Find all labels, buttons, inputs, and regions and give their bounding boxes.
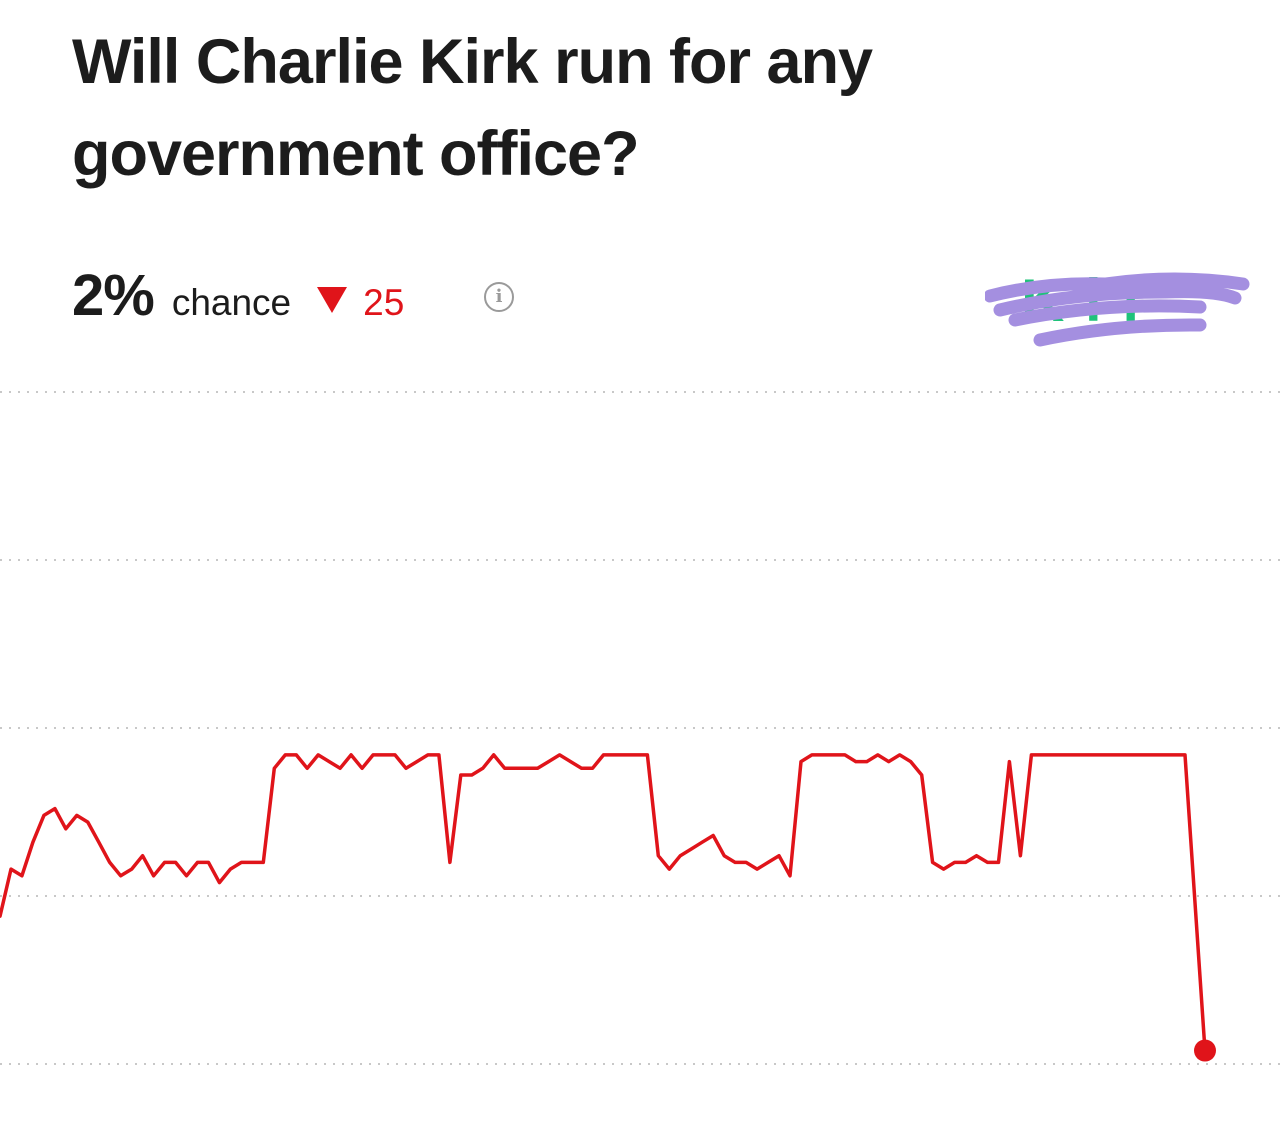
down-triangle-icon (317, 287, 348, 313)
probability-value: 2% (72, 263, 155, 328)
market-stats: 2% chance 25 (72, 262, 404, 332)
chance-label: chance (171, 282, 292, 323)
price-chart (0, 391, 1280, 1065)
chart-gridlines (0, 391, 1280, 1065)
current-value-dot[interactable] (1194, 1039, 1216, 1062)
info-icon[interactable]: i (484, 282, 514, 312)
series-line (0, 753, 1207, 1053)
market-title: Will Charlie Kirk run for any government… (72, 27, 873, 189)
change-value: 25 (363, 282, 405, 323)
redaction-scribble (985, 272, 1250, 347)
brand-logo: K l i (985, 262, 1250, 347)
change-indicator: 25 (317, 282, 404, 324)
